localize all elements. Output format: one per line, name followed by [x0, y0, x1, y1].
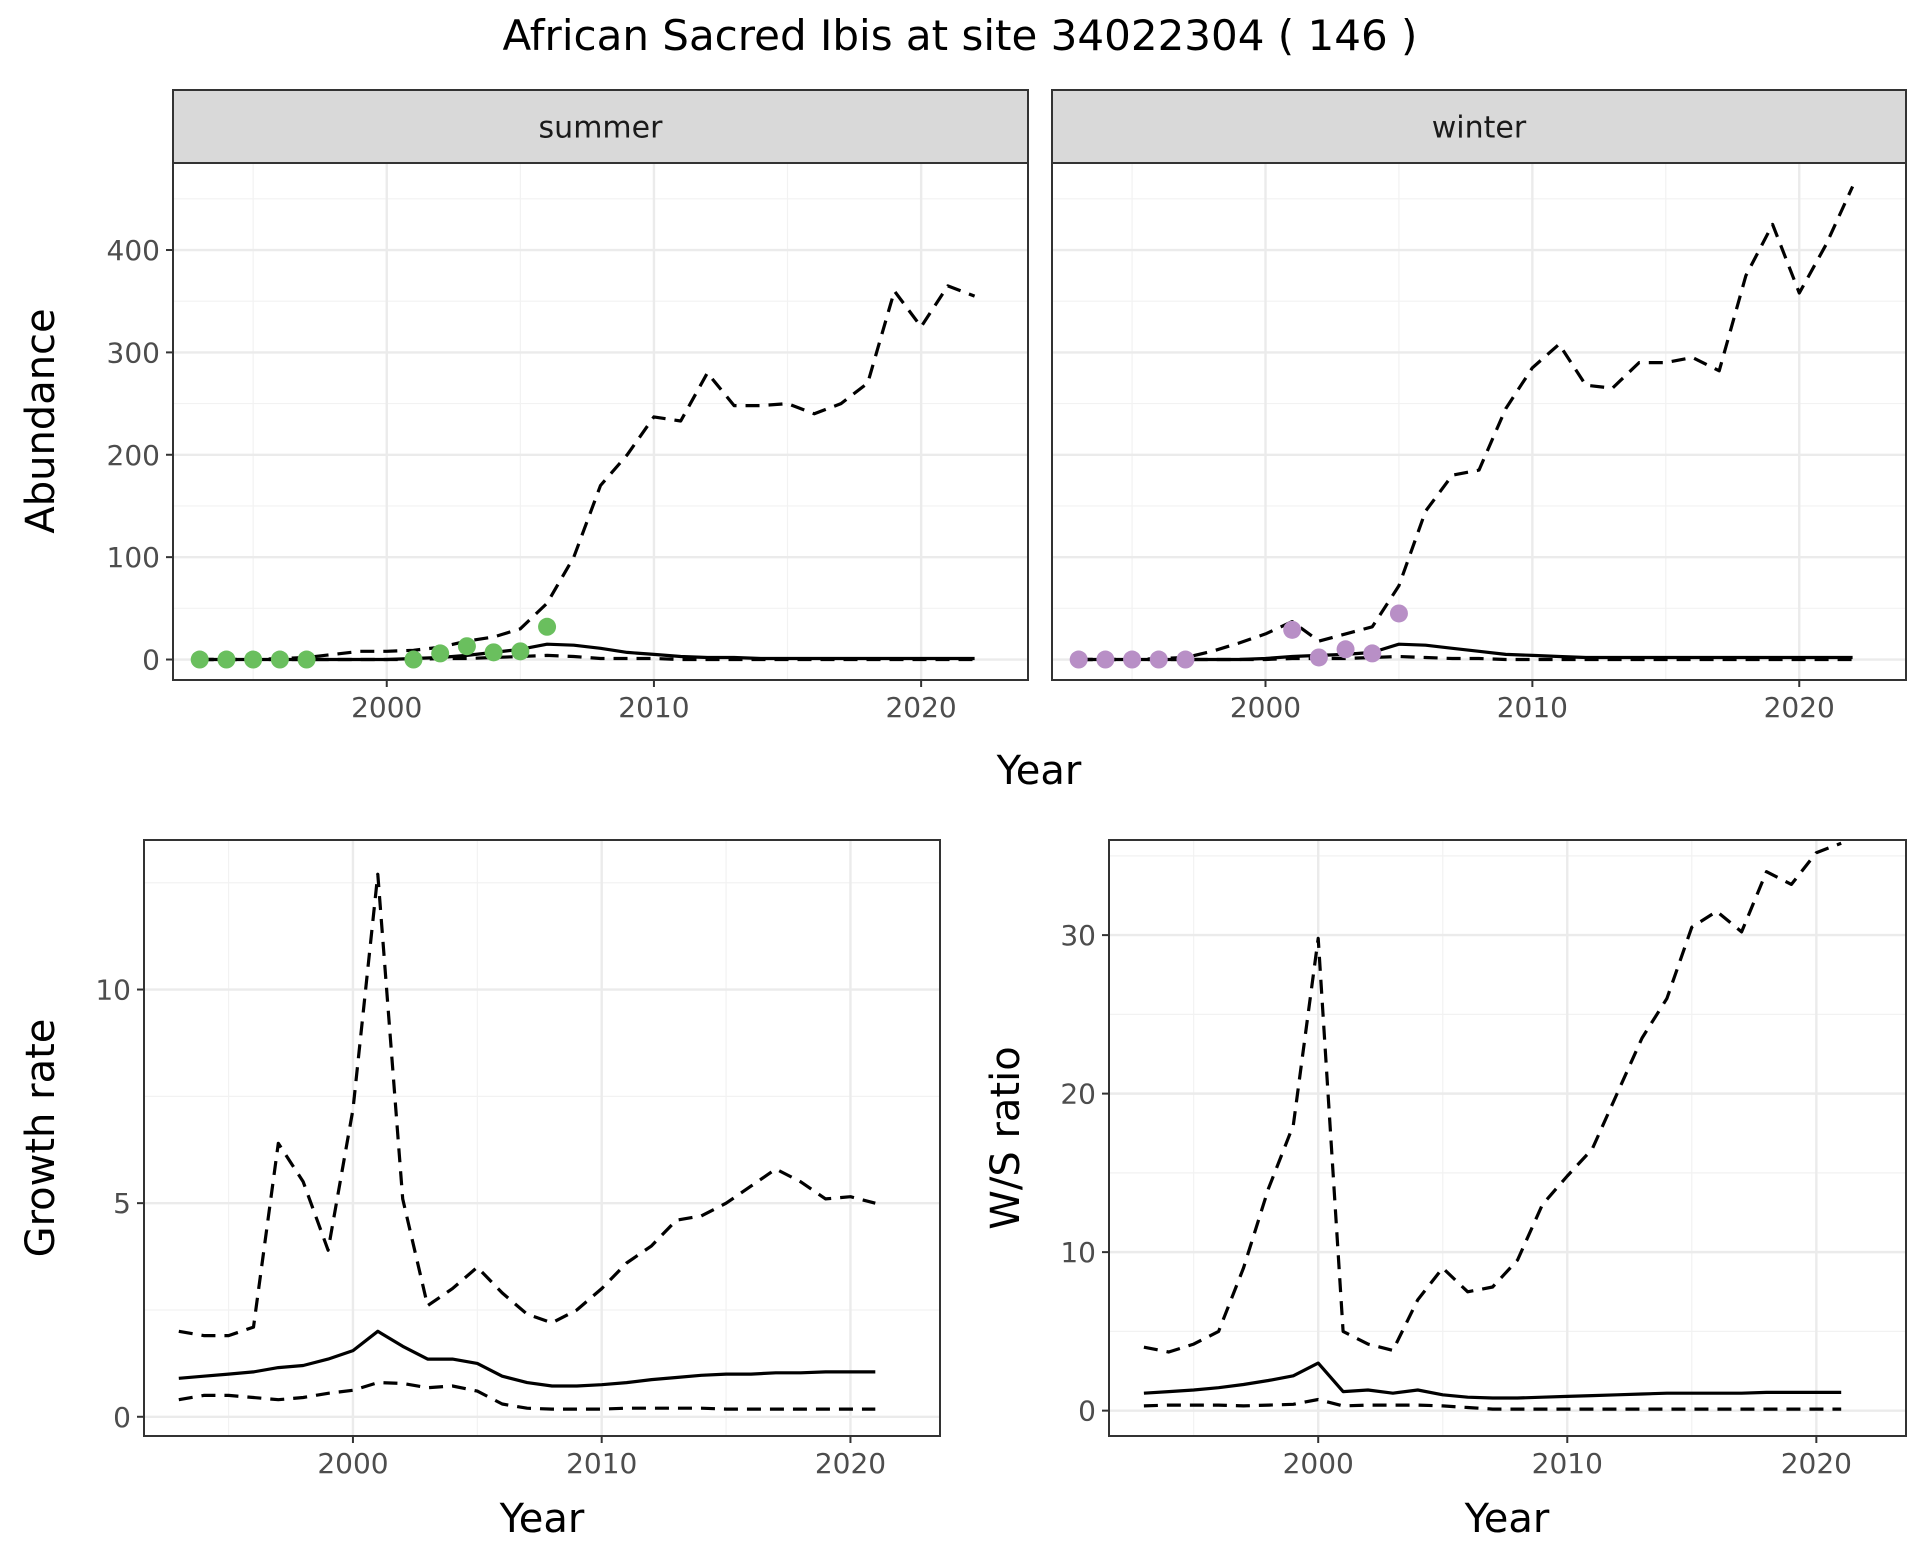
- y-tick-label: 10: [95, 974, 131, 1007]
- data-point: [1176, 650, 1195, 669]
- x-tick-label: 2010: [618, 691, 689, 724]
- x-tick-label: 2020: [815, 1447, 886, 1480]
- x-tick-label: 2000: [351, 691, 422, 724]
- data-point: [1069, 650, 1088, 669]
- data-point: [190, 650, 209, 669]
- y-axis-title: Growth rate: [18, 1019, 64, 1258]
- data-point: [1149, 650, 1168, 669]
- x-tick-label: 2000: [317, 1447, 388, 1480]
- y-tick-label: 400: [107, 234, 160, 267]
- y-tick-label: 200: [107, 439, 160, 472]
- data-point: [538, 617, 557, 636]
- x-tick-label: 2000: [1230, 691, 1301, 724]
- data-point: [484, 643, 503, 662]
- data-point: [270, 650, 289, 669]
- data-point: [1309, 648, 1328, 667]
- data-point: [244, 650, 263, 669]
- facet-strip: [172, 89, 1029, 164]
- y-tick-label: 0: [142, 644, 160, 677]
- data-point: [1363, 644, 1382, 663]
- y-tick-label: 10: [1060, 1236, 1096, 1269]
- panel-background: [1052, 163, 1906, 680]
- x-axis-title: Year: [499, 1496, 585, 1542]
- x-tick-label: 2010: [1532, 1447, 1603, 1480]
- y-tick-label: 0: [113, 1401, 131, 1434]
- series-line-upper: [1078, 185, 1855, 662]
- x-tick-label: 2020: [1781, 1447, 1852, 1480]
- x-axis-title: Year: [1464, 1496, 1550, 1542]
- data-point: [1096, 650, 1115, 669]
- data-point: [431, 644, 450, 663]
- data-point: [1336, 640, 1355, 659]
- series-line-upper: [1143, 841, 1842, 1354]
- series-line-lower: [1078, 654, 1853, 662]
- series-line-estimate: [1143, 1361, 1842, 1400]
- series-line-lower: [178, 1381, 876, 1411]
- x-tick-label: 2010: [1497, 691, 1568, 724]
- figure-title: African Sacred Ibis at site 34022304 ( 1…: [503, 11, 1418, 60]
- data-point: [511, 642, 530, 661]
- facet-label: winter: [1432, 111, 1527, 146]
- panel-background: [144, 840, 940, 1436]
- y-axis-title: W/S ratio: [983, 1046, 1029, 1229]
- series-line-estimate: [178, 1329, 876, 1388]
- y-tick-label: 20: [1060, 1078, 1096, 1111]
- panel-4: 2000 2010 2020 0 10 20 30 W/S ratio Year: [983, 839, 1907, 1542]
- data-point: [1283, 620, 1302, 639]
- panel-2: winter 2000 2010 2020: [1051, 89, 1907, 724]
- panel-1: summer 2000 2010 2020 0 100 200 300 400 Abundance: [18, 89, 1029, 724]
- series-line-lower: [1143, 1397, 1842, 1411]
- x-tick-label: 2020: [1764, 691, 1835, 724]
- data-point: [297, 650, 316, 669]
- x-tick-label: 2000: [1283, 1447, 1354, 1480]
- y-tick-label: 5: [113, 1187, 131, 1220]
- x-axis-title-top: Year: [996, 748, 1082, 794]
- panel-border: [1108, 839, 1907, 1437]
- facet-label: summer: [539, 111, 664, 146]
- y-tick-label: 300: [107, 336, 160, 369]
- panel-border: [143, 839, 941, 1437]
- data-point: [217, 650, 236, 669]
- facet-strip: [1051, 89, 1907, 164]
- panel-background: [173, 163, 1028, 680]
- panel-3: 2000 2010 2020 0 5 10 Growth rate Year: [18, 839, 941, 1542]
- panel-background: [1109, 840, 1906, 1436]
- x-tick-label: 2010: [566, 1447, 637, 1480]
- y-tick-label: 30: [1060, 919, 1096, 952]
- data-point: [404, 650, 423, 669]
- x-tick-label: 2020: [885, 691, 956, 724]
- y-tick-label: 0: [1078, 1395, 1096, 1428]
- data-point: [1389, 604, 1408, 623]
- data-point: [1123, 650, 1142, 669]
- y-axis-title: Abundance: [18, 308, 64, 533]
- series-line-upper: [199, 284, 976, 662]
- data-point: [457, 637, 476, 656]
- series-line-lower: [199, 653, 975, 662]
- y-tick-label: 100: [107, 541, 160, 574]
